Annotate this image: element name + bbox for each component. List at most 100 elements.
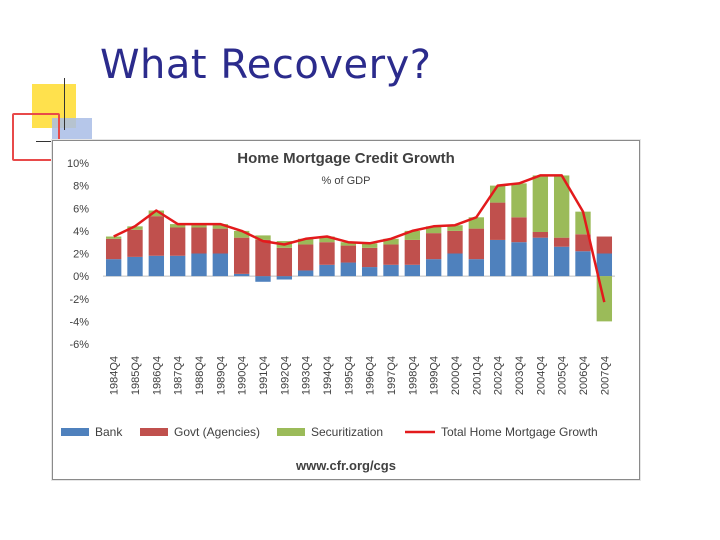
govt-bar [489, 202, 506, 240]
x-tick-label: 1990Q4 [237, 356, 249, 395]
legend-govt-label: Govt (Agencies) [174, 425, 260, 439]
govt-bar [276, 247, 293, 277]
govt-bar [319, 242, 335, 265]
govt-bar [532, 232, 549, 238]
bank-bar [361, 267, 378, 277]
x-tick-label: 1991Q4 [258, 356, 270, 395]
x-tick-label: 1999Q4 [429, 356, 441, 395]
govt-bar [105, 238, 122, 260]
x-tick-label: 1995Q4 [343, 356, 355, 395]
govt-bar [468, 228, 485, 260]
x-tick-label: 2003Q4 [514, 356, 526, 395]
bank-bar [148, 255, 165, 277]
x-tick-label: 2001Q4 [471, 356, 483, 395]
y-tick-label: -6% [69, 339, 89, 351]
securitization-bar [255, 235, 271, 240]
legend-govt-swatch [140, 428, 168, 436]
bank-bar [233, 273, 250, 277]
securitization-bar [361, 243, 378, 248]
legend-bank-label: Bank [95, 425, 123, 439]
slide-title: What Recovery? [100, 42, 432, 88]
x-tick-label: 1989Q4 [215, 356, 227, 395]
mortgage-credit-chart: Home Mortgage Credit Growth % of GDP 10% 8%… [61, 150, 615, 473]
bank-bar [276, 276, 293, 280]
x-tick-label: 1985Q4 [130, 356, 142, 395]
securitization-bar [553, 175, 570, 238]
securitization-bar [447, 225, 463, 231]
y-tick-label: 4% [73, 226, 89, 238]
govt-bar [596, 236, 613, 254]
y-tick-label: 2% [73, 249, 89, 261]
bank-bar [489, 239, 506, 277]
securitization-bar [532, 175, 549, 233]
chart-panel: Home Mortgage Credit Growth % of GDP 10% 8%… [52, 140, 640, 480]
govt-bar [191, 227, 207, 254]
securitization-bar [383, 238, 399, 245]
securitization-bar [425, 226, 442, 234]
bank-bar [425, 259, 442, 277]
legend-bank-swatch [61, 428, 89, 436]
x-tick-label: 1998Q4 [407, 356, 419, 395]
govt-bar [169, 227, 186, 256]
securitization-bar [233, 230, 250, 238]
securitization-bar [468, 217, 485, 229]
x-tick-label: 2007Q4 [599, 356, 611, 395]
legend-securitization-swatch [277, 428, 305, 436]
govt-bar [297, 244, 314, 271]
securitization-bar [105, 236, 122, 239]
securitization-bar [297, 238, 314, 245]
govt-bar [575, 234, 591, 252]
securitization-bar [169, 224, 186, 228]
bank-bar [127, 256, 143, 277]
bank-bar [105, 259, 122, 277]
bank-bar [447, 253, 463, 277]
x-tick-label: 2006Q4 [578, 356, 590, 395]
bank-bar [255, 276, 271, 282]
govt-bar [447, 230, 463, 254]
bank-bar [511, 242, 527, 277]
y-tick-label: 6% [73, 203, 89, 215]
govt-bar [255, 239, 271, 277]
bank-bar [404, 264, 421, 277]
securitization-bar [404, 230, 421, 240]
y-tick-label: -4% [69, 316, 89, 328]
securitization-bar [191, 224, 207, 228]
govt-bar [212, 228, 229, 254]
securitization-bar [340, 242, 357, 246]
x-tick-label: 1987Q4 [173, 356, 185, 395]
legend-total-label: Total Home Mortgage Growth [441, 425, 598, 439]
x-tick-label: 2005Q4 [557, 356, 569, 395]
securitization-bar [511, 183, 527, 218]
govt-bar [404, 239, 421, 265]
govt-bar [127, 229, 143, 257]
govt-bar [425, 233, 442, 260]
title-decoration-vertical-line [64, 78, 65, 130]
total-growth-line [113, 174, 606, 303]
bank-bar [553, 246, 570, 277]
legend-securitization-label: Securitization [311, 425, 383, 439]
govt-bar [383, 244, 399, 265]
y-tick-label: 10% [67, 158, 89, 170]
bank-bar [297, 270, 314, 277]
title-decoration-red-outline [12, 113, 60, 161]
x-tick-label: 1984Q4 [109, 356, 121, 395]
govt-bar [233, 237, 250, 274]
securitization-bar [148, 210, 165, 217]
bank-bar [169, 255, 186, 277]
bank-bar [532, 237, 549, 277]
x-tick-label: 2000Q4 [450, 356, 462, 395]
x-tick-label: 2002Q4 [493, 356, 505, 395]
bank-bar [212, 253, 229, 277]
bank-bar [340, 262, 357, 277]
x-tick-label: 1988Q4 [194, 356, 206, 395]
chart-subtitle: % of GDP [322, 175, 371, 187]
bank-bar [575, 251, 591, 277]
chart-source: www.cfr.org/cgs [295, 458, 396, 473]
x-tick-label: 2004Q4 [535, 356, 547, 395]
bank-bar [319, 264, 335, 277]
x-tick-label: 1996Q4 [365, 356, 377, 395]
govt-bar [553, 237, 570, 247]
chart-title: Home Mortgage Credit Growth [237, 150, 455, 167]
y-tick-label: 0% [73, 271, 89, 283]
x-tick-label: 1986Q4 [151, 356, 163, 395]
